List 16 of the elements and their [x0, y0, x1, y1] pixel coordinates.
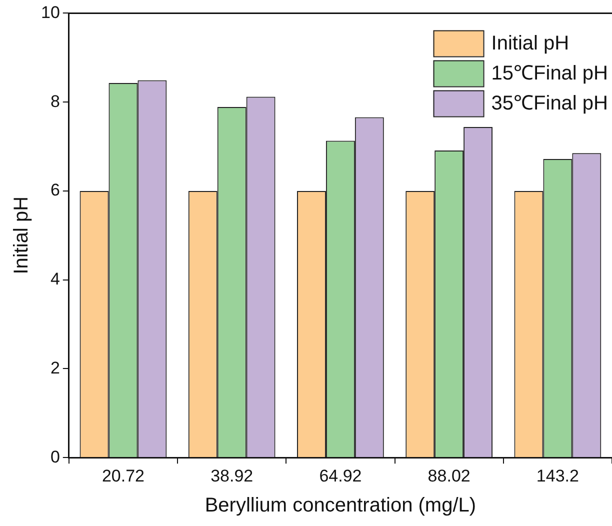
x-tick-label: 20.72: [102, 466, 144, 486]
legend-label: 15℃Final pH: [491, 62, 608, 85]
y-axis-title: Initial pH: [10, 196, 33, 274]
y-tick-label: 4: [50, 270, 60, 289]
legend-label: Initial pH: [491, 32, 570, 55]
x-tick-label: 38.92: [210, 466, 254, 486]
y-tick-label: 0: [50, 447, 60, 466]
y-tick-label: 10: [40, 2, 60, 22]
y-tick-label: 8: [50, 92, 60, 111]
y-tick-label: 2: [50, 358, 60, 378]
x-tick-label: 64.92: [319, 466, 362, 486]
x-tick-label: 88.02: [428, 466, 470, 486]
x-axis-title: Beryllium concentration (mg/L): [204, 494, 476, 517]
legend-label: 35℃Final pH: [491, 92, 608, 115]
y-tick-label: 6: [50, 180, 60, 200]
x-tick-label: 143.2: [536, 466, 579, 486]
